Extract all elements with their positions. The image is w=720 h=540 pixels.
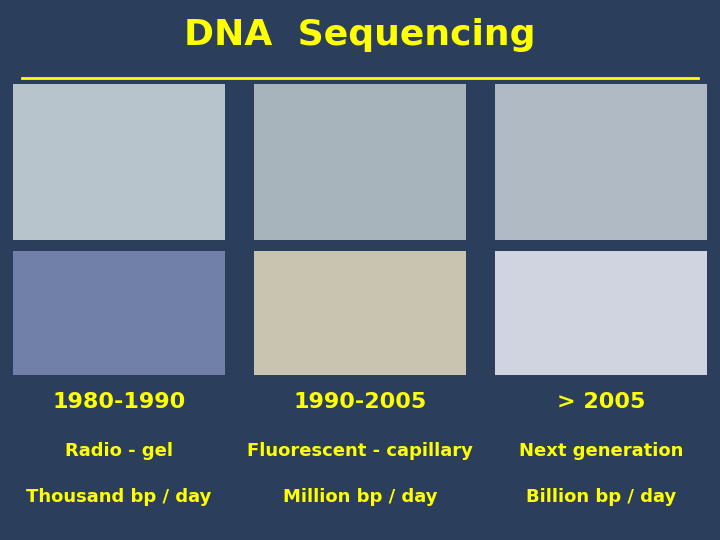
Text: DNA  Sequencing: DNA Sequencing [184,18,536,52]
Text: Next generation: Next generation [519,442,683,460]
Bar [495,251,707,375]
Bar [13,251,225,375]
Text: 1990-2005: 1990-2005 [293,392,427,413]
Text: > 2005: > 2005 [557,392,645,413]
Text: Fluorescent - capillary: Fluorescent - capillary [247,442,473,460]
Bar [13,84,225,240]
Text: 1980-1990: 1980-1990 [52,392,186,413]
Bar [495,84,707,240]
Bar [254,251,467,375]
Bar [254,84,467,240]
Text: Billion bp / day: Billion bp / day [526,488,676,506]
Text: Thousand bp / day: Thousand bp / day [26,488,212,506]
Text: Radio - gel: Radio - gel [65,442,173,460]
Text: Million bp / day: Million bp / day [283,488,437,506]
